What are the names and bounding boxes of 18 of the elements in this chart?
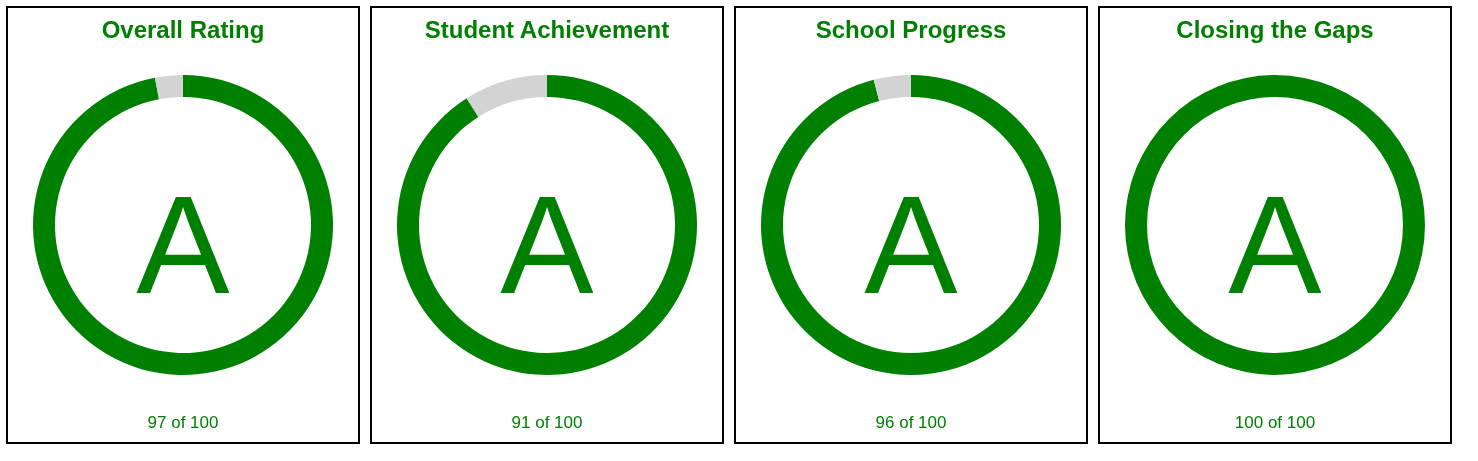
chart-title: Overall Rating xyxy=(101,16,265,43)
text: A xyxy=(1228,166,1323,323)
text: A xyxy=(136,166,231,323)
chart-title: School Progress xyxy=(815,16,1007,43)
chart-title: Student Achievement xyxy=(424,16,670,43)
chart-title: Closing the Gaps xyxy=(1176,16,1374,43)
donut-slice xyxy=(873,75,911,102)
donut-slice xyxy=(33,75,333,375)
text: 91 of 100 xyxy=(511,413,583,432)
text: 97 of 100 xyxy=(147,413,219,432)
text: 100 of 100 xyxy=(1234,413,1316,432)
donut-slice xyxy=(397,75,697,375)
text: 96 of 100 xyxy=(875,413,947,432)
donut-slice xyxy=(154,75,183,100)
donut-slice xyxy=(761,75,1061,375)
text: A xyxy=(500,166,595,323)
donut-slice xyxy=(466,75,547,117)
text: A xyxy=(864,166,959,323)
